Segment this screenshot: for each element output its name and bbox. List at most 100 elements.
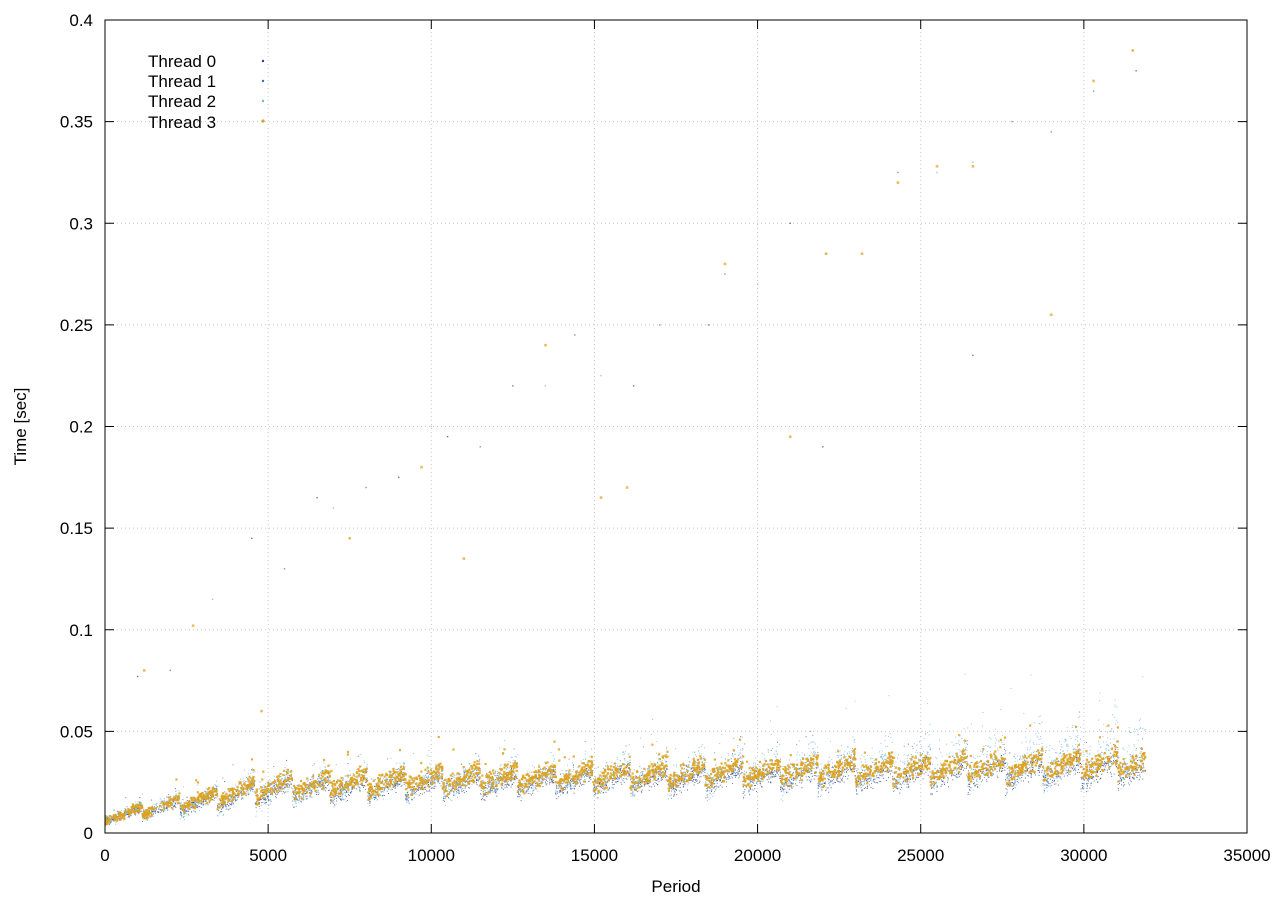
outlier-point (512, 385, 513, 386)
data-point (1065, 769, 1066, 770)
data-point (496, 791, 497, 792)
data-point (769, 770, 770, 771)
data-point (630, 779, 631, 780)
data-point (1083, 788, 1084, 789)
data-point (1027, 775, 1028, 776)
data-point (483, 799, 484, 800)
data-point (414, 797, 415, 798)
data-point (1076, 758, 1077, 759)
data-point (1108, 745, 1109, 746)
data-point (982, 780, 983, 781)
data-point (311, 792, 312, 793)
data-point (400, 783, 401, 784)
data-point (293, 807, 294, 808)
data-point (1035, 760, 1036, 761)
data-point (728, 777, 729, 778)
data-point (306, 798, 307, 799)
data-point (692, 781, 693, 782)
data-point (892, 776, 893, 777)
data-point (760, 783, 761, 784)
data-point (490, 788, 491, 789)
data-point (273, 766, 274, 767)
data-point (505, 787, 506, 788)
data-point (329, 790, 330, 791)
data-point (311, 797, 312, 798)
data-point (872, 762, 873, 763)
data-point (517, 790, 518, 791)
data-point (1123, 782, 1124, 783)
data-point (346, 791, 347, 792)
data-point (722, 787, 723, 788)
data-point (946, 775, 947, 776)
data-point (362, 785, 363, 786)
data-point (1005, 750, 1006, 751)
data-point (157, 806, 158, 807)
data-point (1079, 712, 1080, 713)
data-point (347, 800, 348, 801)
data-point (267, 796, 268, 797)
data-point (777, 742, 778, 743)
data-point (1088, 778, 1089, 779)
data-point (888, 777, 889, 778)
data-point (516, 778, 517, 779)
data-point (621, 784, 622, 785)
data-point (1036, 751, 1037, 752)
data-point (806, 736, 807, 737)
data-point (915, 779, 916, 780)
data-point (699, 782, 700, 783)
data-point (245, 781, 246, 782)
data-point (1001, 771, 1002, 772)
data-point (348, 781, 349, 782)
data-point (407, 792, 408, 793)
data-point (483, 796, 484, 797)
data-point (490, 786, 491, 787)
data-point (513, 782, 514, 783)
data-point (842, 778, 843, 779)
data-point (879, 781, 880, 782)
data-point (233, 804, 234, 805)
data-point (1122, 767, 1123, 768)
data-point (780, 772, 781, 773)
data-point (603, 792, 604, 793)
data-point (1068, 769, 1069, 770)
data-point (377, 799, 378, 800)
data-point (1134, 778, 1135, 779)
data-point (805, 762, 806, 763)
data-point (773, 774, 774, 775)
data-point (726, 786, 727, 787)
data-point (726, 782, 727, 783)
data-point (1111, 728, 1112, 729)
data-point (564, 787, 565, 788)
data-point (1012, 789, 1013, 790)
data-point (170, 797, 171, 798)
data-point (587, 776, 588, 777)
data-point (893, 788, 894, 789)
data-point (1087, 788, 1088, 789)
data-point (460, 774, 461, 775)
data-point (629, 774, 630, 775)
outlier-point (1135, 70, 1136, 71)
data-point (181, 813, 182, 814)
data-point (452, 788, 453, 789)
data-point (230, 804, 231, 805)
data-point (1123, 778, 1124, 779)
data-point (647, 784, 648, 785)
data-point (971, 787, 972, 788)
data-point (653, 784, 654, 785)
data-point (434, 780, 435, 781)
data-point (875, 779, 876, 780)
data-point (574, 793, 575, 794)
data-point (976, 784, 977, 785)
data-point (114, 810, 115, 811)
data-point (619, 778, 620, 779)
data-point (572, 788, 573, 789)
data-point (706, 788, 707, 789)
data-point (422, 794, 423, 795)
data-point (1067, 772, 1068, 773)
data-point (219, 812, 220, 813)
data-point (720, 780, 721, 781)
data-point (992, 759, 993, 760)
data-point (478, 779, 479, 780)
data-point (841, 779, 842, 780)
